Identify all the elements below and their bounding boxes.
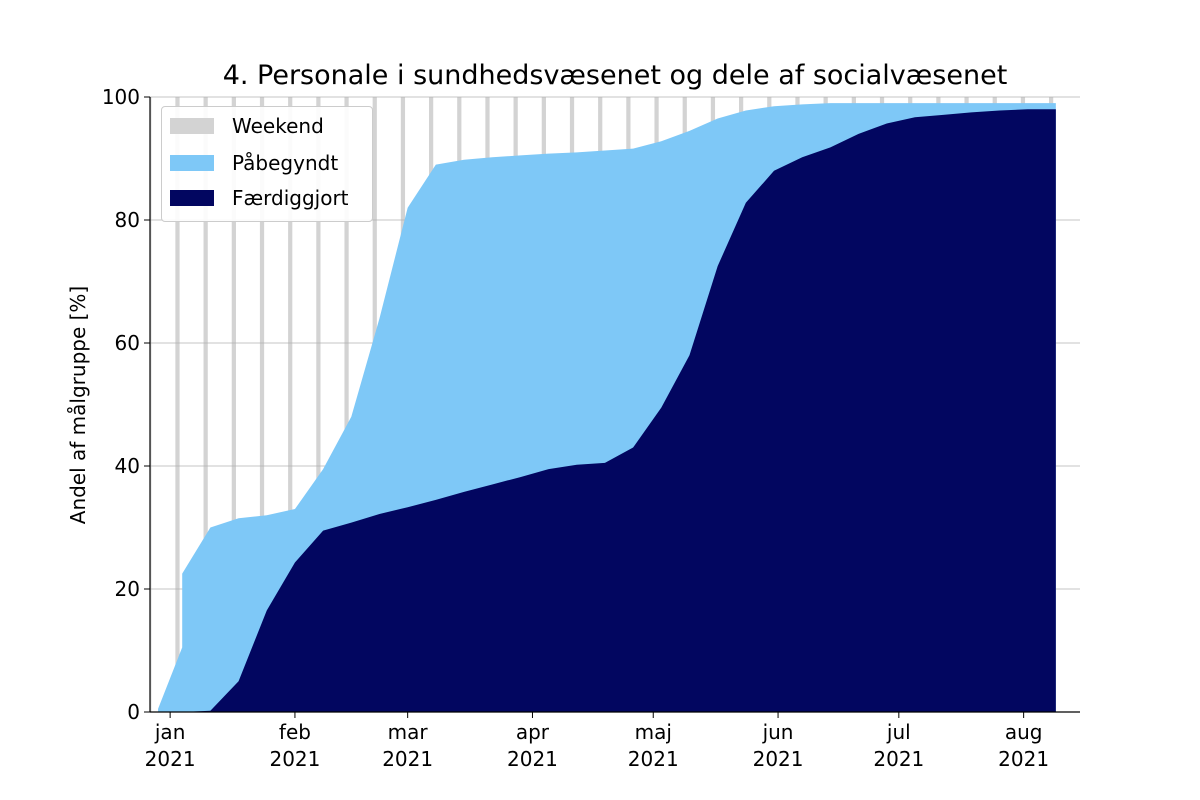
legend-label-completed: Færdiggjort — [232, 186, 349, 210]
legend-item-completed: Færdiggjort — [170, 183, 349, 213]
x-tick-label-month: jul — [886, 720, 911, 744]
series-areas — [158, 103, 1056, 713]
weekend-band — [150, 97, 152, 712]
y-tick-label: 20 — [115, 577, 140, 601]
y-tick-label: 100 — [102, 85, 140, 109]
x-tick-label-year: 2021 — [145, 747, 196, 771]
legend-label-weekend: Weekend — [232, 114, 324, 138]
x-tick-label-month: feb — [279, 720, 311, 744]
weekend-band — [231, 97, 236, 712]
legend-swatch-completed — [170, 190, 214, 206]
y-tick-label: 0 — [127, 700, 140, 724]
legend-swatch-weekend — [170, 118, 214, 134]
weekend-band — [344, 97, 349, 712]
x-tick-label-month: aug — [1005, 720, 1043, 744]
weekend-band — [203, 97, 208, 712]
x-tick-label-year: 2021 — [753, 747, 804, 771]
y-axis-label: Andel af målgruppe [%] — [66, 285, 90, 525]
tick-labels: 0 20 40 60 80 100 jan 2021 feb 2021 mar 2021 apr 2021… — [102, 85, 1049, 771]
x-tick-label-month: mar — [388, 720, 429, 744]
legend-swatch-started — [170, 155, 214, 171]
weekend-band — [288, 97, 293, 712]
area-series-completed — [158, 109, 1056, 713]
x-tick-label-year: 2021 — [269, 747, 320, 771]
axes — [144, 96, 1080, 718]
legend-item-weekend: Weekend — [170, 111, 324, 141]
legend-item-started: Påbegyndt — [170, 148, 338, 178]
chart-title: 4. Personale i sundhedsvæsenet og dele a… — [222, 60, 1008, 91]
x-tick-label-year: 2021 — [382, 747, 433, 771]
x-tick-label-month: apr — [516, 720, 550, 744]
x-tick-label-year: 2021 — [873, 747, 924, 771]
x-tick-label-year: 2021 — [998, 747, 1049, 771]
y-tick-label: 60 — [115, 331, 140, 355]
legend-label-started: Påbegyndt — [232, 151, 339, 175]
x-tick-label-year: 2021 — [628, 747, 679, 771]
weekend-band — [175, 97, 180, 712]
weekend-band — [259, 97, 265, 712]
x-tick-label-year: 2021 — [507, 747, 558, 771]
legend: Weekend Påbegyndt Færdiggjort — [161, 106, 373, 222]
x-tick-label-month: maj — [635, 720, 672, 744]
y-tick-label: 40 — [115, 454, 140, 478]
x-tick-label-month: jun — [762, 720, 794, 744]
x-tick-label-month: jan — [154, 720, 186, 744]
y-tick-label: 80 — [115, 208, 140, 232]
weekend-band — [316, 97, 321, 712]
